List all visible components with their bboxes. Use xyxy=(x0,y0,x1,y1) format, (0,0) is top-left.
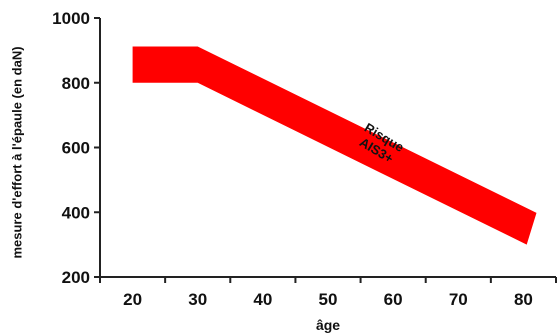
y-tick-label: 400 xyxy=(62,203,90,222)
axes xyxy=(94,17,557,283)
x-axis-title: âge xyxy=(316,317,340,333)
tick-labels: 200 400 600 800 1000 20 30 40 50 60 70 80 xyxy=(52,9,533,309)
x-tick-label: 70 xyxy=(449,290,468,309)
x-tick-label: 40 xyxy=(253,290,272,309)
risk-band-layer xyxy=(132,46,537,245)
y-tick-label: 1000 xyxy=(52,9,90,28)
y-axis-title: mesure d'effort à l'épaule (en daN) xyxy=(9,46,24,258)
x-tick-label: 80 xyxy=(514,290,533,309)
y-tick-label: 200 xyxy=(62,268,90,287)
risk-band-0 xyxy=(132,46,537,245)
x-tick-label: 20 xyxy=(123,290,142,309)
y-tick-label: 600 xyxy=(62,139,90,158)
x-tick-label: 30 xyxy=(188,290,207,309)
x-tick-label: 50 xyxy=(319,290,338,309)
y-tick-label: 800 xyxy=(62,74,90,93)
x-tick-label: 60 xyxy=(384,290,403,309)
